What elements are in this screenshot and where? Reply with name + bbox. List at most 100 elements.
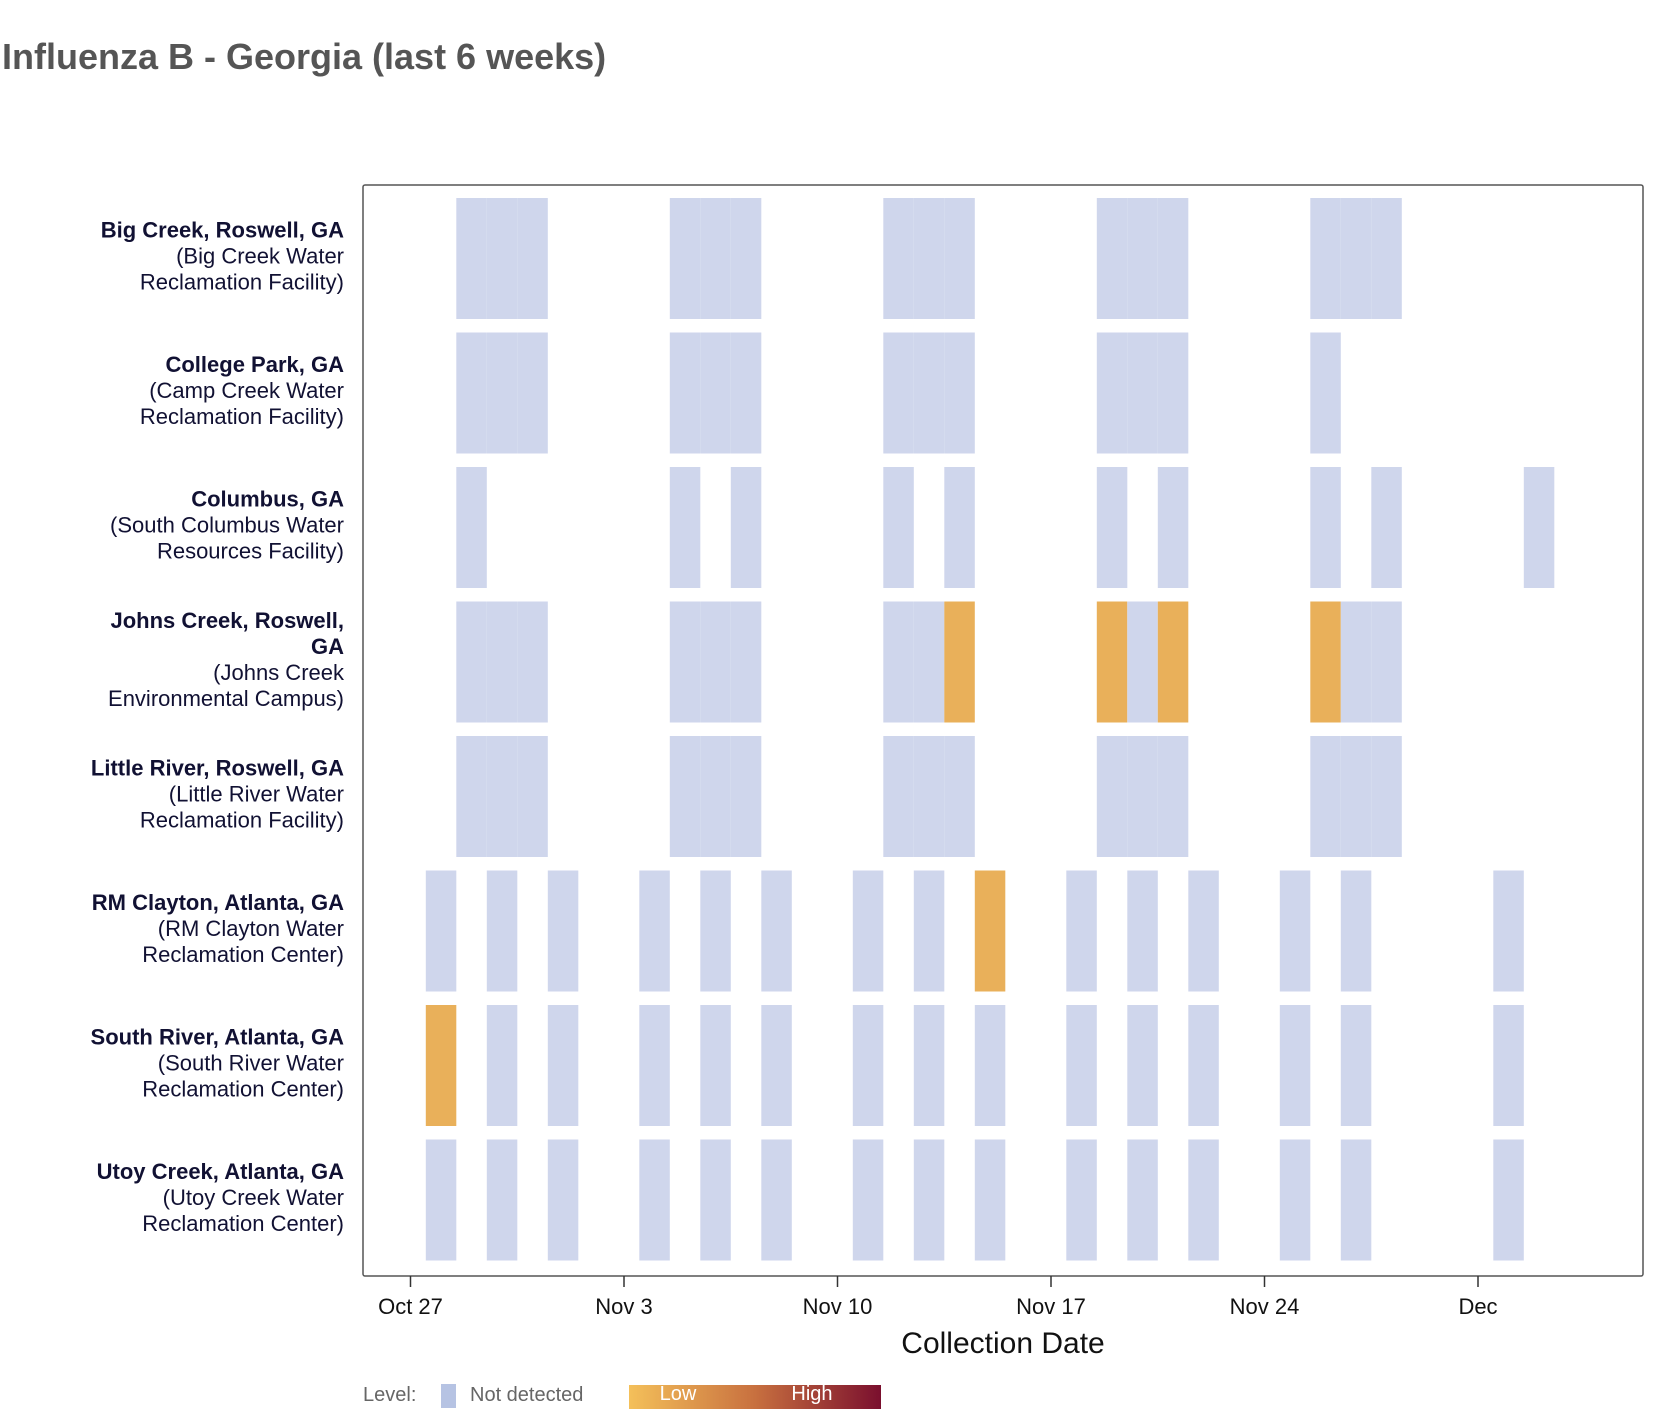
cell-not_detected [456,198,487,319]
cell-not_detected [1493,1139,1524,1261]
legend-swatch-not-detected [441,1384,456,1408]
cell-not_detected [944,736,975,857]
cell-not_detected [547,870,579,992]
cell-not_detected [913,198,945,319]
cell-not_detected [730,467,762,588]
site-facility-label: Reclamation Center) [142,1077,344,1102]
cell-not_detected [669,332,701,454]
cell-not_detected [1188,1005,1219,1126]
cell-not_detected [1096,467,1128,588]
cell-not_detected [761,1139,792,1261]
cell-not_detected [1371,736,1402,857]
legend-not-detected-label: Not detected [470,1384,583,1406]
cell-not_detected [700,736,731,857]
cell-not_detected [1127,1139,1158,1261]
cell-not_detected [883,198,914,319]
cell-not_detected [700,601,731,723]
cell-not_detected [1096,332,1128,454]
cell-not_detected [1157,736,1189,857]
cell-not_detected [1157,198,1189,319]
cell-not_detected [1340,736,1372,857]
cell-not_detected [1310,332,1341,454]
site-facility-label: Reclamation Center) [142,1211,344,1236]
site-facility-label: (South River Water [158,1051,344,1076]
cell-not_detected [1371,198,1402,319]
cell-not_detected [913,601,945,723]
site-facility-label: Resources Facility) [157,539,344,564]
site-facility-label: Reclamation Center) [142,942,344,967]
cell-not_detected [944,332,975,454]
cell-not_detected [730,736,762,857]
x-tick-label: Nov 3 [595,1294,652,1319]
site-facility-label: Reclamation Facility) [140,808,344,833]
cell-not_detected [639,870,670,992]
cell-not_detected [1340,601,1372,723]
cell-not_detected [1279,1139,1311,1261]
cell-not_detected [486,198,518,319]
cell-not_detected [913,736,945,857]
cell-not_detected [639,1139,670,1261]
cell-not_detected [547,1139,579,1261]
cell-not_detected [1310,736,1341,857]
site-name-label: Johns Creek, Roswell, [110,608,344,633]
cell-not_detected [700,332,731,454]
x-tick-label: Nov 10 [803,1294,873,1319]
cell-not_detected [456,332,487,454]
site-facility-label: (Utoy Creek Water [163,1185,344,1210]
cell-not_detected [700,870,731,992]
cell-not_detected [486,870,518,992]
legend-title: Level: [363,1384,416,1406]
cell-not_detected [1127,198,1158,319]
cell-not_detected [1127,870,1158,992]
cell-not_detected [517,332,548,454]
cell-not_detected [456,467,487,588]
cell-not_detected [669,601,701,723]
cell-not_detected [1340,1139,1372,1261]
cell-not_detected [425,870,457,992]
cell-not_detected [547,1005,579,1126]
cell-not_detected [1188,1139,1219,1261]
cell-not_detected [1340,870,1372,992]
cell-not_detected [1523,467,1555,588]
cell-not_detected [761,870,792,992]
cell-not_detected [913,870,945,992]
cell-not_detected [456,736,487,857]
cell-not_detected [974,1139,1006,1261]
cell-not_detected [1157,467,1189,588]
site-name-label: GA [311,634,344,659]
cell-not_detected [639,1005,670,1126]
cell-not_detected [1127,736,1158,857]
cell-not_detected [852,870,884,992]
site-facility-label: Reclamation Facility) [140,270,344,295]
site-facility-label: Reclamation Facility) [140,404,344,429]
cell-not_detected [913,1005,945,1126]
cell-not_detected [700,1005,731,1126]
cell-not_detected [1310,198,1341,319]
cell-not_detected [456,601,487,723]
cell-low [1310,601,1341,723]
cell-not_detected [883,332,914,454]
site-facility-label: (Camp Creek Water [149,378,344,403]
cell-not_detected [669,467,701,588]
cell-not_detected [1188,870,1219,992]
cell-not_detected [425,1139,457,1261]
cell-low [974,870,1006,992]
legend-high-label: High [791,1383,832,1405]
cell-not_detected [1127,1005,1158,1126]
site-facility-label: (Johns Creek [213,660,345,685]
site-facility-label: Environmental Campus) [108,686,344,711]
site-name-label: College Park, GA [165,352,344,377]
cell-not_detected [486,736,518,857]
cell-low [1096,601,1128,723]
cells-layer [425,198,1555,1261]
site-facility-label: (RM Clayton Water [158,916,344,941]
cell-not_detected [974,1005,1006,1126]
cell-not_detected [517,736,548,857]
chart-title: Influenza B - Georgia (last 6 weeks) [2,36,607,77]
x-tick-label: Oct 27 [378,1294,443,1319]
site-name-label: South River, Atlanta, GA [91,1025,345,1050]
cell-not_detected [913,332,945,454]
cell-not_detected [913,1139,945,1261]
cell-not_detected [944,198,975,319]
